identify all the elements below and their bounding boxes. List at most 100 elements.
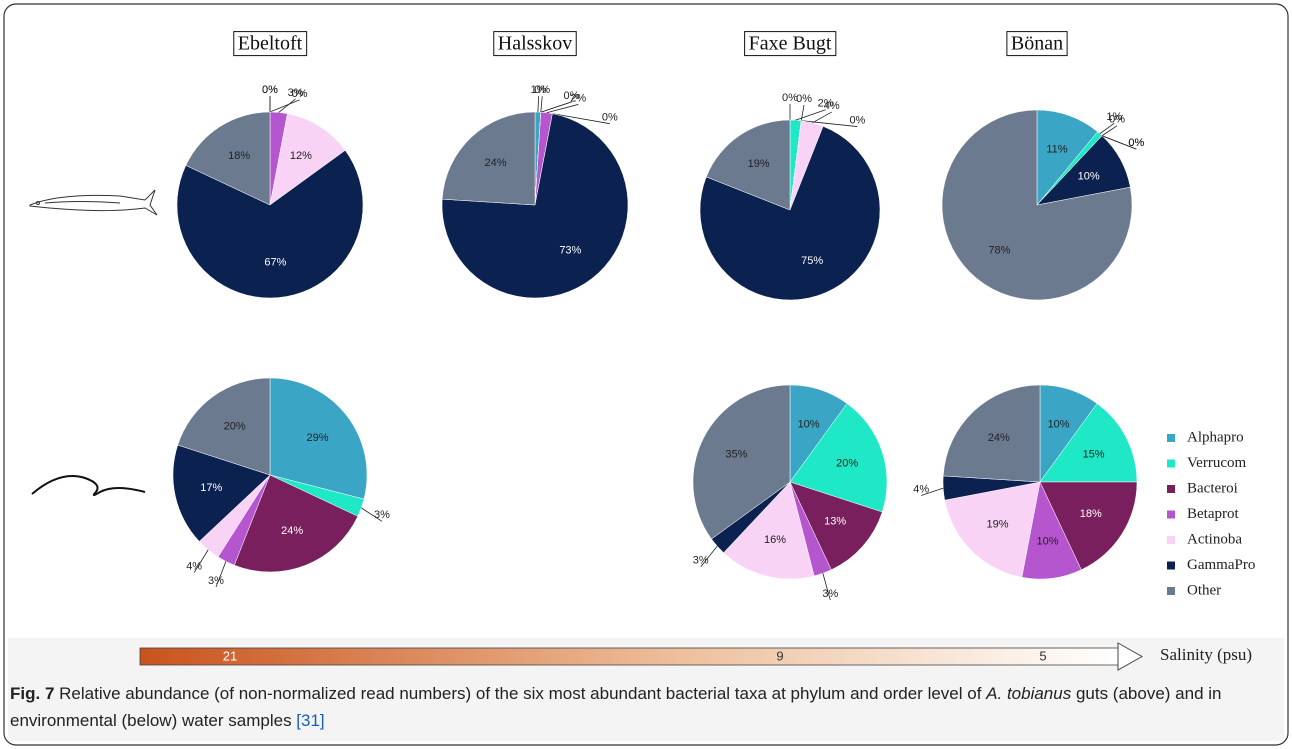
pie-slice <box>177 377 271 476</box>
legend-label: Other <box>1187 582 1221 598</box>
leader-line <box>361 507 383 522</box>
data-label: 67% <box>264 256 286 268</box>
pie-slice <box>941 109 1133 301</box>
leader-line <box>1099 122 1115 135</box>
pie-title: Bönan <box>1011 33 1063 55</box>
data-label: 0% <box>262 84 278 96</box>
data-label: 24% <box>988 432 1010 444</box>
data-label: 12% <box>290 150 312 162</box>
pie-slice <box>176 149 364 299</box>
pie-slice <box>789 481 883 571</box>
leader-line <box>540 101 572 113</box>
data-label: 1% <box>1106 111 1122 123</box>
data-label: 73% <box>559 244 581 256</box>
legend-swatch <box>1167 510 1175 519</box>
data-label: 0% <box>564 90 580 102</box>
caption-label: Fig. 7 <box>10 684 55 703</box>
leader-line <box>540 96 543 113</box>
pie-slice <box>1039 403 1138 483</box>
leader-line <box>1101 125 1118 137</box>
legend-label: Verrucom <box>1187 455 1246 471</box>
data-label: 75% <box>801 255 823 267</box>
data-label: 19% <box>748 158 770 170</box>
data-label: 0% <box>262 84 278 96</box>
salinity-label: Salinity (psu) <box>1160 645 1252 664</box>
pie-title: Faxe Bugt <box>749 33 832 55</box>
legend-swatch <box>1167 536 1175 544</box>
pie-slice <box>944 481 1041 578</box>
salinity-tick: 9 <box>776 648 783 663</box>
caption-text: Relative abundance (of non-normalized re… <box>54 684 987 703</box>
data-label: 2% <box>818 98 834 110</box>
pie-slice <box>723 481 815 580</box>
pie-slice <box>441 111 536 206</box>
leader-line <box>269 99 300 113</box>
data-label: 10% <box>798 419 820 431</box>
pie-slice <box>705 119 791 211</box>
data-label: 19% <box>986 518 1008 530</box>
legend-swatch <box>1167 434 1175 442</box>
legend-swatch <box>1167 485 1175 493</box>
leader-line <box>546 104 579 114</box>
data-label: 0% <box>534 84 550 96</box>
legend-label: GammaPro <box>1187 557 1255 573</box>
leader-line <box>812 111 832 124</box>
pie-slice <box>269 377 368 500</box>
frame <box>3 3 1289 746</box>
caption: Fig. 7 Relative abundance (of non-normal… <box>10 680 1260 734</box>
data-label: 20% <box>224 420 246 432</box>
leader-line <box>552 113 610 125</box>
legend-swatch <box>1167 459 1175 468</box>
leader-line <box>700 545 718 567</box>
pie-slice <box>172 444 271 542</box>
wave-icon <box>31 475 146 496</box>
data-label: 10% <box>1037 536 1059 548</box>
data-label: 0% <box>602 112 618 124</box>
data-label: 16% <box>764 534 786 546</box>
data-label: 3% <box>288 87 304 99</box>
caption-species: A. tobianus <box>986 684 1072 703</box>
data-label: 17% <box>200 482 222 494</box>
caption-ref: [31] <box>296 711 325 730</box>
data-label: 24% <box>485 157 507 169</box>
leader-line <box>215 561 227 588</box>
data-label: 4% <box>824 100 840 112</box>
data-label: 78% <box>988 244 1010 256</box>
pie-slice <box>789 403 888 513</box>
leader-line <box>921 487 944 496</box>
salinity-tick: 5 <box>1039 648 1046 663</box>
legend-label: Betaprot <box>1187 506 1239 522</box>
salinity-tick: 21 <box>223 648 237 663</box>
data-label: 10% <box>1048 419 1070 431</box>
data-label: 4% <box>913 483 929 495</box>
pie-slice <box>269 113 346 206</box>
title-box <box>1006 31 1068 57</box>
leader-line <box>278 98 296 113</box>
pie-slice <box>1036 109 1098 206</box>
data-label: 29% <box>307 432 329 444</box>
salinity-bar <box>139 647 1119 666</box>
title-box <box>233 31 308 57</box>
data-label: 3% <box>822 588 838 600</box>
data-label: 35% <box>725 449 747 461</box>
data-label: 10% <box>1078 171 1100 183</box>
pie-title: Halsskov <box>498 33 572 55</box>
data-label: 0% <box>1109 114 1125 126</box>
data-label: 0% <box>1128 137 1144 149</box>
data-label: 13% <box>824 516 846 528</box>
caption-text: guts (above) and in environmental (below… <box>10 684 1222 730</box>
title-box <box>744 31 837 57</box>
data-label: 24% <box>281 525 303 537</box>
data-label: 2% <box>570 92 586 104</box>
leader-line <box>537 96 540 113</box>
pie-slice <box>699 125 881 301</box>
fish-icon <box>29 189 158 216</box>
pie-slice <box>1039 481 1138 571</box>
data-label: 0% <box>796 93 812 105</box>
leader-line <box>822 573 831 601</box>
data-label: 4% <box>186 561 202 573</box>
data-label: 18% <box>1080 508 1102 520</box>
leader-line <box>795 109 826 121</box>
